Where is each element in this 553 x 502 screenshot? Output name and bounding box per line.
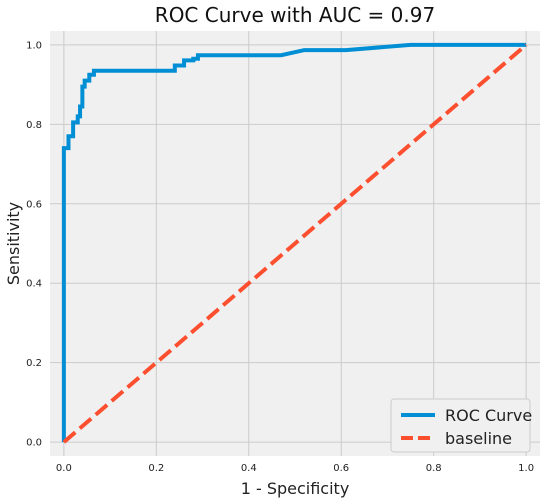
x-tick-label: 0.2 [148, 463, 164, 474]
y-axis-label: Sensitivity [4, 202, 23, 285]
x-tick-label: 0.0 [56, 463, 72, 474]
roc-curve-line [61, 42, 527, 443]
y-tick-label: 0.0 [26, 438, 42, 449]
y-tick-label: 0.4 [26, 279, 42, 290]
x-tick-label: 0.6 [333, 463, 349, 474]
x-tick-label: 1.0 [518, 463, 534, 474]
tick-labels: 0.0 0.2 0.4 0.6 0.8 1.0 0.0 0.2 0.4 0.6 0.8 1.0 [26, 40, 534, 474]
y-tick-label: 0.2 [26, 358, 42, 369]
legend: ROC Curve baseline [390, 398, 532, 453]
y-tick-label: 1.0 [26, 40, 42, 51]
y-tick-label: 0.6 [26, 199, 42, 210]
chart-title: ROC Curve with AUC = 0.97 [155, 3, 435, 27]
legend-label: baseline [445, 429, 512, 448]
y-tick-label: 0.8 [26, 120, 42, 131]
legend-label: ROC Curve [445, 406, 532, 425]
x-tick-label: 0.4 [241, 463, 257, 474]
x-tick-label: 0.8 [426, 463, 442, 474]
series-layer [61, 42, 528, 444]
baseline-line [62, 43, 528, 444]
x-axis-label: 1 - Specificity [241, 479, 350, 498]
